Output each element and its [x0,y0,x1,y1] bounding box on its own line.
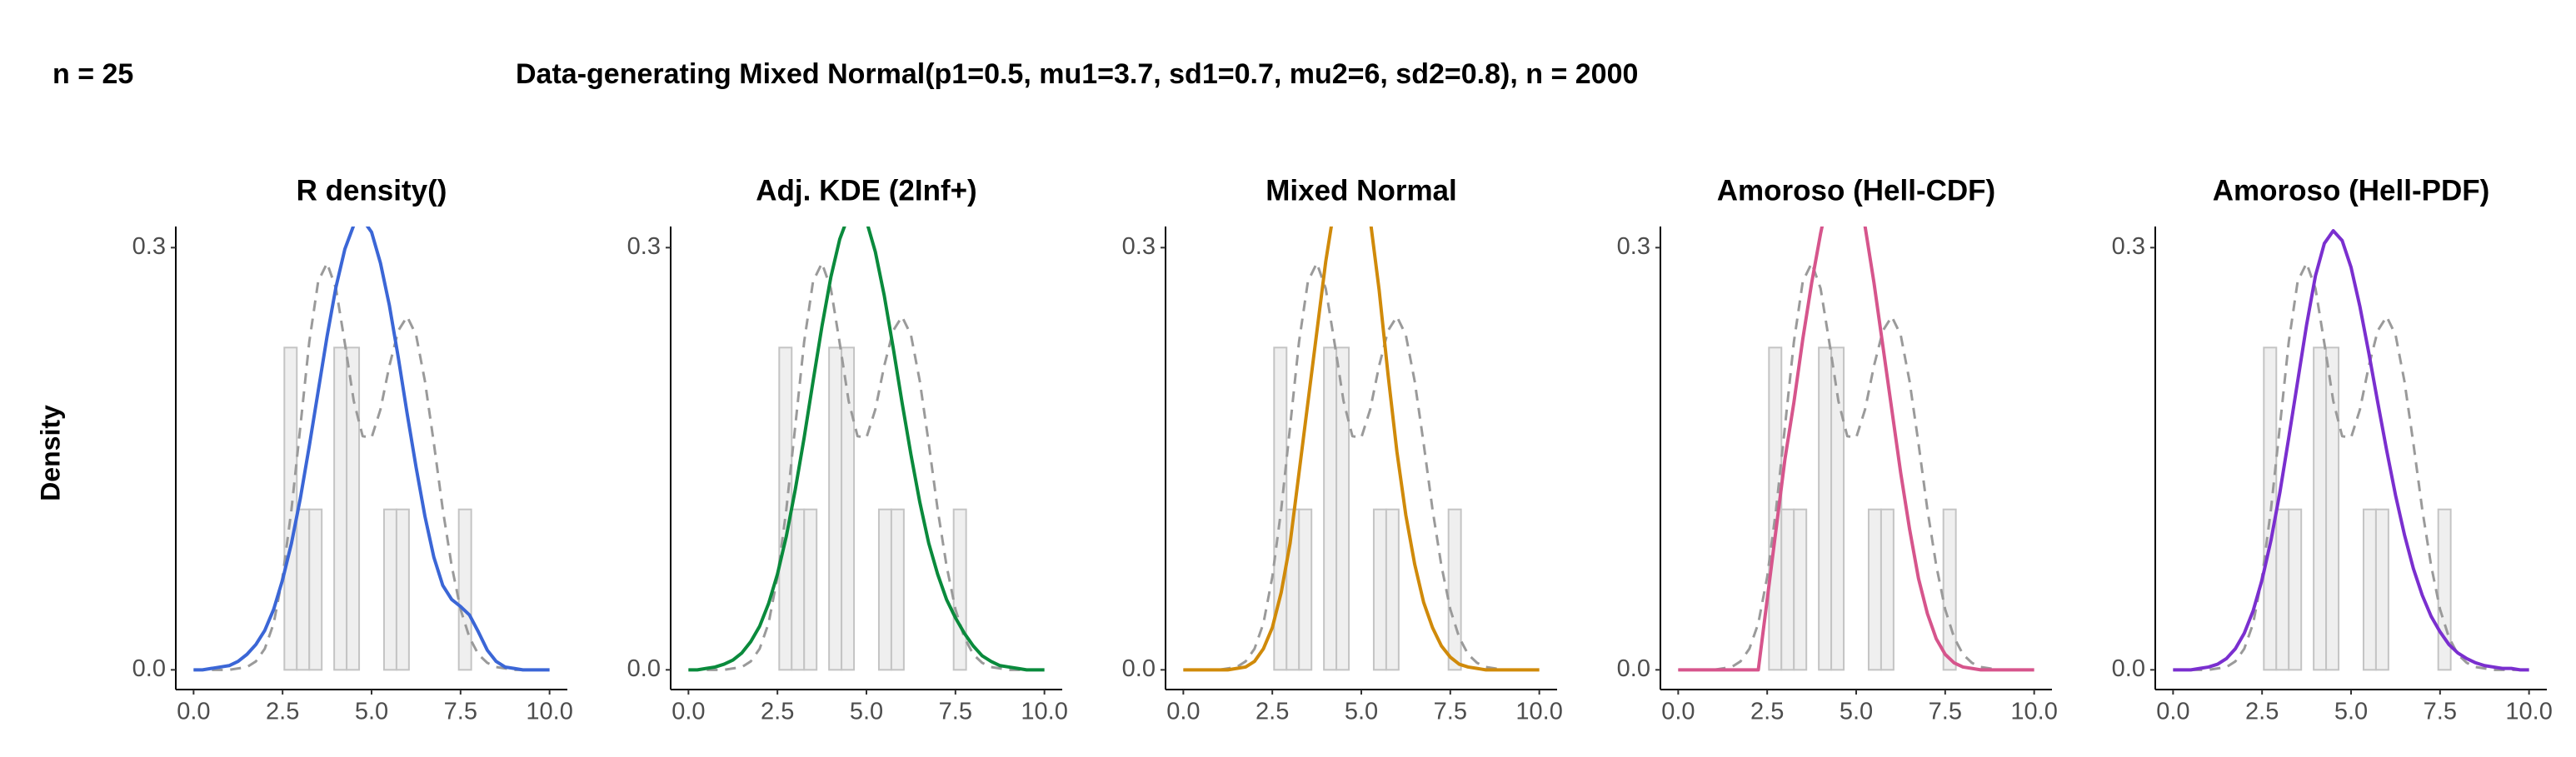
histogram-bar [1447,508,1462,671]
x-tick-label: 7.5 [2424,699,2457,725]
y-tick-label: 0.0 [2112,655,2145,682]
x-tick-label: 2.5 [1256,699,1289,725]
histogram-bar [1780,508,1795,671]
x-tick-label: 7.5 [1929,699,1962,725]
histogram-bar [877,508,892,671]
histogram-bar [2275,508,2290,671]
histogram-bar [308,508,323,671]
plot-area [688,227,1045,672]
histogram-bar [1372,508,1387,671]
x-tick-label: 10.0 [2010,699,2057,725]
histogram-bar [1830,346,1845,671]
histogram-bar [2325,346,2340,671]
histogram-bar [791,508,806,671]
histogram-bar [395,508,410,671]
x-tick-label: 7.5 [1434,699,1467,725]
histogram-bar [1818,346,1833,671]
x-tick-label: 2.5 [1750,699,1784,725]
histogram-bar [890,508,905,671]
x-tick-label: 5.0 [2334,699,2368,725]
reference-density [2173,261,2529,671]
histogram-bar [1880,508,1895,671]
x-tick-label: 2.5 [266,699,299,725]
histogram-bar [2374,508,2389,671]
reference-density [193,261,550,671]
histogram-bar [1335,346,1350,671]
panel: R density() 0.0 0.3 0.0 2.5 5.0 7.5 10.0 [132,174,573,725]
x-tick-label: 10.0 [1515,699,1562,725]
histogram-bar [2362,508,2377,671]
panel-title: Mixed Normal [1266,174,1457,207]
reference-density [688,261,1045,671]
y-tick-label: 0.0 [1122,655,1156,682]
figure-title: Data-generating Mixed Normal(p1=0.5, mu1… [516,58,1638,90]
x-tick-label: 10.0 [1021,699,1067,725]
x-tick-label: 0.0 [177,699,210,725]
x-tick-label: 0.0 [2156,699,2189,725]
x-tick-label: 7.5 [444,699,477,725]
panel-title: R density() [297,174,447,207]
histogram-bar [346,346,361,671]
x-tick-label: 2.5 [2245,699,2279,725]
histogram-bar [1942,508,1957,671]
y-tick-label: 0.3 [1617,233,1650,260]
sample-size: n = 25 [52,58,133,90]
histogram-bar [1867,508,1882,671]
y-tick-label: 0.0 [627,655,661,682]
x-tick-label: 2.5 [761,699,794,725]
plot-area [1678,227,2034,672]
x-tick-label: 5.0 [850,699,883,725]
plot-area [1183,227,1540,672]
y-tick-label: 0.0 [1617,655,1650,682]
histogram-bar [2313,346,2328,671]
y-tick-label: 0.3 [627,233,661,260]
histogram-bar [841,346,856,671]
fitted-density [193,227,550,672]
panel-title: Amoroso (Hell-PDF) [2213,174,2490,207]
x-tick-label: 0.0 [671,699,705,725]
y-tick-label: 0.3 [1122,233,1156,260]
panel: Mixed Normal 0.0 0.3 0.0 2.5 5.0 7.5 10.0 [1122,174,1563,725]
histogram-bar [382,508,397,671]
histogram-bar [2288,508,2303,671]
reference-density [1183,261,1540,671]
histogram-bar [803,508,818,671]
y-tick-label: 0.3 [132,233,166,260]
y-axis-label: Density [35,405,65,501]
x-tick-label: 5.0 [1840,699,1873,725]
histogram-bar [1323,346,1338,671]
x-tick-label: 10.0 [2505,699,2552,725]
fitted-density [1183,227,1540,672]
fitted-density [2173,229,2529,672]
fitted-density [1678,227,2034,672]
x-tick-label: 5.0 [1345,699,1378,725]
x-tick-label: 0.0 [1166,699,1200,725]
panel: Adj. KDE (2Inf+) 0.0 0.3 0.0 2.5 5.0 7.5 10.0 [627,174,1068,725]
histogram-bar [333,346,348,671]
panel-title: Amoroso (Hell-CDF) [1717,174,1995,207]
x-tick-label: 0.0 [1661,699,1695,725]
panel: Amoroso (Hell-CDF) 0.0 0.3 0.0 2.5 5.0 7.5 10.0 [1617,174,2058,725]
plot-area [193,227,550,672]
histogram-bar [1298,508,1313,671]
x-tick-label: 10.0 [526,699,572,725]
histogram-bar [828,346,843,671]
histogram-bar [1793,508,1808,671]
histogram-bar [1385,508,1400,671]
histogram-bar [457,508,472,671]
panel-title: Adj. KDE (2Inf+) [756,174,976,207]
y-tick-label: 0.3 [2112,233,2145,260]
histogram-bar [296,508,311,671]
x-tick-label: 5.0 [355,699,388,725]
panel: Amoroso (Hell-PDF) 0.0 0.3 0.0 2.5 5.0 7.5 10.0 [2112,174,2553,725]
y-tick-label: 0.0 [132,655,166,682]
plot-area [2173,229,2529,672]
reference-density [1678,261,2034,671]
fitted-density [688,227,1045,672]
x-tick-label: 7.5 [939,699,972,725]
histogram-bar [952,508,967,671]
